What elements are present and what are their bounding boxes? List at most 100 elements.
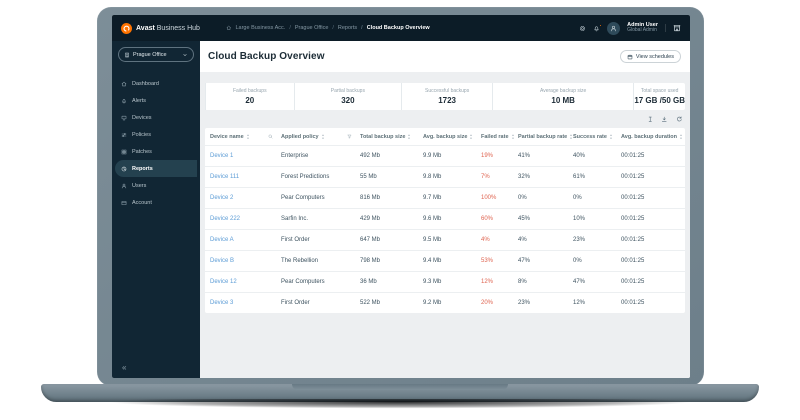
success-rate-cell: 40% bbox=[573, 153, 586, 159]
calendar-icon bbox=[627, 54, 633, 60]
stat-value: 1723 bbox=[438, 96, 456, 105]
sidebar-item[interactable]: Alerts bbox=[112, 92, 197, 109]
col-header-success-rate[interactable]: Success rate bbox=[570, 128, 618, 145]
gear-icon bbox=[579, 25, 586, 32]
partial-backup-rate-cell: 32% bbox=[518, 174, 531, 180]
topbar: Avast Business Hub Large Business Acc.Pr… bbox=[112, 15, 690, 41]
filter-icon[interactable] bbox=[347, 134, 352, 139]
sidebar-item[interactable]: Account bbox=[112, 194, 197, 211]
applied-policy-cell: First Order bbox=[281, 237, 310, 243]
sidebar-item-icon bbox=[121, 98, 127, 104]
failed-rate-cell: 12% bbox=[481, 279, 494, 285]
applied-policy-cell: Forest Predictions bbox=[281, 174, 330, 180]
avg-backup-duration-cell: 00:01:25 bbox=[621, 279, 645, 285]
column-settings-button[interactable] bbox=[647, 116, 654, 123]
total-backup-size-cell: 798 Mb bbox=[360, 258, 381, 264]
sort-icon[interactable] bbox=[679, 134, 683, 140]
breadcrumb-home-icon[interactable] bbox=[226, 25, 232, 31]
view-schedules-button[interactable]: View schedules bbox=[619, 50, 681, 63]
sidebar-item[interactable]: Policies bbox=[112, 126, 197, 143]
sort-icon[interactable] bbox=[609, 134, 613, 140]
sidebar-item-label: Alerts bbox=[132, 97, 147, 104]
col-header-total-backup-size[interactable]: Total backup size bbox=[357, 128, 420, 145]
notifications-button[interactable] bbox=[593, 23, 602, 32]
col-header-avg-backup-duration[interactable]: Avg. backup duration bbox=[618, 128, 685, 145]
sidebar-item-label: Patches bbox=[132, 148, 152, 155]
avg-backup-size-cell: 9.7 Mb bbox=[423, 195, 442, 201]
sort-icon[interactable] bbox=[246, 134, 250, 140]
export-button[interactable] bbox=[661, 116, 668, 123]
table-row: Device 222 Sarfin Inc. 429 Mb 9.6 Mb 60%… bbox=[205, 208, 685, 229]
applied-policy-cell: The Rebellion bbox=[281, 258, 319, 264]
table-row: Device 2 Pear Computers 816 Mb 9.7 Mb 10… bbox=[205, 187, 685, 208]
chevron-down-icon bbox=[182, 52, 188, 58]
user-menu[interactable]: Admin User Global Admin bbox=[627, 22, 658, 34]
user-avatar[interactable] bbox=[607, 21, 621, 35]
search-icon[interactable] bbox=[268, 134, 273, 139]
stat-label: Average backup size bbox=[539, 88, 587, 94]
refresh-button[interactable] bbox=[676, 116, 683, 123]
device-name-link[interactable]: Device 222 bbox=[210, 216, 241, 222]
sidebar-item[interactable]: Dashboard bbox=[112, 75, 197, 92]
settings-button[interactable] bbox=[579, 25, 586, 32]
partial-backup-rate-cell: 23% bbox=[518, 300, 531, 306]
sidebar-collapse-button[interactable]: « bbox=[122, 363, 127, 372]
failed-rate-cell: 60% bbox=[481, 216, 494, 222]
col-header-avg-backup-size[interactable]: Avg. backup size bbox=[420, 128, 478, 145]
partial-backup-rate-cell: 47% bbox=[518, 258, 531, 264]
device-name-link[interactable]: Device 3 bbox=[210, 300, 234, 306]
breadcrumb-item[interactable]: Cloud Backup Overview bbox=[357, 25, 430, 31]
total-backup-size-cell: 647 Mb bbox=[360, 237, 381, 243]
main-area: Cloud Backup Overview View schedules Fai… bbox=[200, 41, 690, 378]
location-selector[interactable]: Prague Office bbox=[118, 47, 194, 62]
col-header-device-name[interactable]: Device name bbox=[205, 128, 278, 145]
breadcrumb-item[interactable]: Large Business Acc. bbox=[235, 25, 286, 31]
sort-icon[interactable] bbox=[321, 134, 325, 140]
device-name-link[interactable]: Device B bbox=[210, 258, 235, 264]
sidebar-item-label: Devices bbox=[132, 114, 152, 121]
sidebar-item-icon bbox=[121, 149, 127, 155]
stat-value: 10 MB bbox=[551, 96, 575, 105]
sidebar-item[interactable]: Patches bbox=[112, 143, 197, 160]
partial-backup-rate-cell: 4% bbox=[518, 237, 527, 243]
col-header-applied-policy[interactable]: Applied policy bbox=[278, 128, 357, 145]
sidebar-item-icon bbox=[121, 183, 127, 189]
col-header-failed-rate[interactable]: Failed rate bbox=[478, 128, 515, 145]
storefront-button[interactable] bbox=[665, 24, 681, 32]
applied-policy-cell: Pear Computers bbox=[281, 195, 325, 201]
col-header-partial-backup-rate[interactable]: Partial backup rate bbox=[515, 128, 570, 145]
device-name-link[interactable]: Device 2 bbox=[210, 195, 234, 201]
device-name-link[interactable]: Device 12 bbox=[210, 279, 237, 285]
failed-rate-cell: 53% bbox=[481, 258, 494, 264]
breadcrumb-item[interactable]: Prague Office bbox=[285, 25, 329, 31]
device-name-link[interactable]: Device 1 bbox=[210, 153, 234, 159]
stat-label: Failed backups bbox=[232, 88, 267, 94]
sort-icon[interactable] bbox=[407, 134, 411, 140]
avg-backup-size-cell: 9.6 Mb bbox=[423, 216, 442, 222]
sidebar-nav: Dashboard Alerts Devices bbox=[112, 75, 200, 211]
partial-backup-rate-cell: 41% bbox=[518, 153, 531, 159]
avg-backup-duration-cell: 00:01:25 bbox=[621, 153, 645, 159]
device-name-link[interactable]: Device 111 bbox=[210, 174, 240, 180]
user-name: Admin User bbox=[627, 21, 658, 28]
sidebar-item-icon bbox=[121, 132, 127, 138]
avast-logo-icon bbox=[121, 22, 132, 34]
sort-icon[interactable] bbox=[511, 134, 515, 140]
breadcrumb-item[interactable]: Reports bbox=[328, 25, 357, 31]
sidebar-item[interactable]: Reports bbox=[115, 160, 197, 177]
sidebar-item[interactable]: Users bbox=[112, 177, 197, 194]
partial-backup-rate-cell: 0% bbox=[518, 195, 527, 201]
stat-cell: Partial backups 320 bbox=[293, 83, 402, 110]
total-backup-size-cell: 492 Mb bbox=[360, 153, 381, 159]
failed-rate-cell: 7% bbox=[481, 174, 490, 180]
sidebar-item[interactable]: Devices bbox=[112, 109, 197, 126]
failed-rate-cell: 4% bbox=[481, 237, 490, 243]
sort-icon[interactable] bbox=[469, 134, 473, 140]
success-rate-cell: 23% bbox=[573, 237, 586, 243]
stat-value: 20 bbox=[245, 96, 255, 105]
stat-cell: Failed backups 20 bbox=[205, 83, 294, 110]
failed-rate-cell: 100% bbox=[481, 195, 497, 201]
table-row: Device B The Rebellion 798 Mb 9.4 Mb 53%… bbox=[205, 250, 685, 271]
device-name-link[interactable]: Device A bbox=[210, 237, 234, 243]
